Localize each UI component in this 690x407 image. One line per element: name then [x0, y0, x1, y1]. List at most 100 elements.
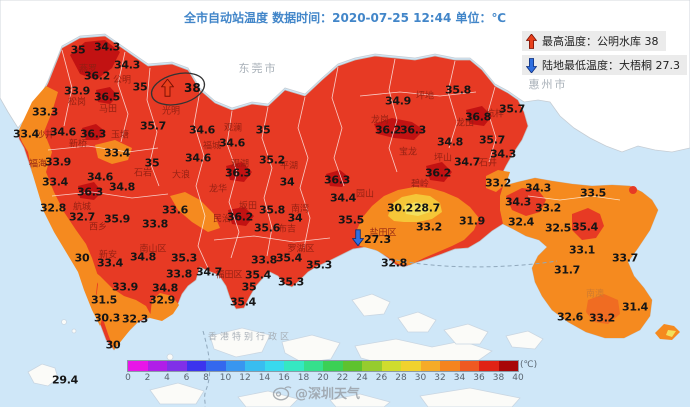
station-temp: 35.2 [259, 153, 285, 167]
colorbar-tick: 32 [434, 373, 446, 383]
station-temp: 30 [74, 251, 90, 265]
station-temp: 33.9 [112, 280, 138, 294]
min-temp-down-arrow-icon [352, 229, 364, 246]
down-arrow-icon [526, 57, 537, 73]
station-temp: 34.6 [50, 125, 76, 139]
station-temp: 36.3 [77, 185, 103, 199]
station-temp: 34.9 [385, 94, 411, 108]
colorbar-tick: 22 [336, 373, 349, 383]
station-temp: 33.7 [612, 251, 638, 265]
district-label: 碧岭 [410, 179, 430, 190]
yellow-regions [388, 194, 676, 337]
station-temp: 34.3 [114, 58, 140, 72]
district-label: 石井 [478, 158, 498, 169]
district-boundaries [47, 49, 621, 269]
district-label: 观澜 [223, 123, 243, 134]
station-temp: 34.8 [437, 135, 463, 149]
station-temp: 35 [70, 43, 86, 57]
district-label: 坑梓 [485, 109, 505, 120]
colorbar-tick: 8 [203, 373, 209, 383]
station-temp: 34.6 [87, 170, 113, 184]
station-temp: 34 [279, 175, 295, 189]
station-temp: 33.4 [97, 256, 123, 270]
station-temp: 34.4 [330, 191, 356, 205]
station-temp: 32.8 [381, 256, 407, 270]
district-label: 园山 [355, 189, 375, 200]
colorbar-cell [186, 361, 206, 371]
temperature-colorbar [127, 360, 519, 372]
colorbar-tick: 14 [258, 373, 271, 383]
district-label: 新桥 [68, 139, 88, 150]
colorbar-cell [381, 361, 401, 371]
district-label: 盐田区 [369, 228, 397, 239]
station-temp: 32.3 [122, 312, 148, 326]
min-temp-value: 27.3 [364, 233, 392, 246]
extremes-legend: 最高温度：公明水库 38 陆地最低温度：大梧桐 27.3 [522, 31, 687, 75]
station-temp: 35.4 [245, 268, 271, 282]
station-temp: 35.7 [140, 119, 166, 133]
station-temp: 31.4 [622, 300, 648, 314]
district-label: 航城 [72, 202, 92, 213]
station-temp: 35.7 [479, 133, 505, 147]
station-temp: 30.2 [387, 201, 413, 215]
dark-red-regions [70, 40, 492, 226]
city-label: 香港特别行政区 [207, 332, 293, 343]
station-temp: 34.8 [109, 180, 135, 194]
max-temp-value: 38 [184, 81, 201, 95]
station-temp: 32.7 [69, 210, 95, 224]
colorbar-unit: (℃) [520, 360, 538, 370]
colorbar-tick: 20 [317, 373, 329, 383]
station-temp: 30.3 [94, 311, 120, 325]
station-temp: 35.5 [338, 213, 364, 227]
boundary-dashes [202, 259, 558, 407]
colorbar-cell [498, 361, 518, 371]
station-temp: 33.4 [42, 175, 68, 189]
station-temp: 33.9 [45, 155, 71, 169]
station-temp: 35.8 [445, 83, 471, 97]
city-label: 惠州市 [528, 78, 568, 91]
max-temp-label: 最高温度：公明水库 38 [542, 35, 659, 48]
district-label: 大浪 [171, 170, 191, 181]
station-temp: 34.3 [94, 40, 120, 54]
colorbar-tick: 2 [144, 373, 151, 383]
city-label: 东莞市 [238, 62, 278, 75]
district-label: 观湖 [230, 159, 250, 170]
district-label: 新安 [98, 250, 118, 261]
station-temp: 33.2 [535, 201, 561, 215]
station-temp: 35.8 [259, 203, 285, 217]
colorbar-cell [440, 361, 460, 371]
colorbar-cell [459, 361, 479, 371]
station-temp: 34.6 [219, 136, 245, 150]
weibo-icon [272, 385, 292, 401]
orange-regions [18, 86, 680, 350]
district-label: 宝龙 [398, 147, 418, 158]
district-label: 坪地 [415, 91, 435, 102]
colorbar-cell [206, 361, 226, 371]
district-label: 龙岗 [370, 115, 390, 126]
station-temp: 34.3 [525, 181, 551, 195]
district-label: 龙田 [455, 118, 475, 129]
colorbar-cell [284, 361, 304, 371]
station-temp: 34 [287, 211, 303, 225]
station-temp: 35 [132, 80, 148, 94]
station-temp: 35 [255, 123, 271, 137]
station-temp: 31.7 [554, 263, 580, 277]
max-temp-up-arrow-icon [161, 79, 174, 97]
station-temp: 32.5 [545, 221, 571, 235]
district-label: 松岗 [67, 97, 87, 108]
colorbar-cell [225, 361, 245, 371]
nanao-darker-orange [586, 294, 620, 324]
station-temp: 33.8 [251, 253, 277, 267]
station-temp: 29.4 [52, 373, 78, 387]
district-label: 坪山 [433, 153, 453, 164]
mainland-outside [0, 0, 690, 153]
colorbar-cell [303, 361, 323, 371]
colorbar-tick: 36 [473, 373, 485, 383]
colorbar-cell [245, 361, 265, 371]
colorbar-tick: 28 [395, 373, 407, 383]
peninsula-red-patches [506, 186, 637, 240]
station-temp: 36.3 [324, 173, 350, 187]
district-label: 玉塘 [110, 130, 130, 141]
station-temp: 35 [241, 280, 257, 294]
